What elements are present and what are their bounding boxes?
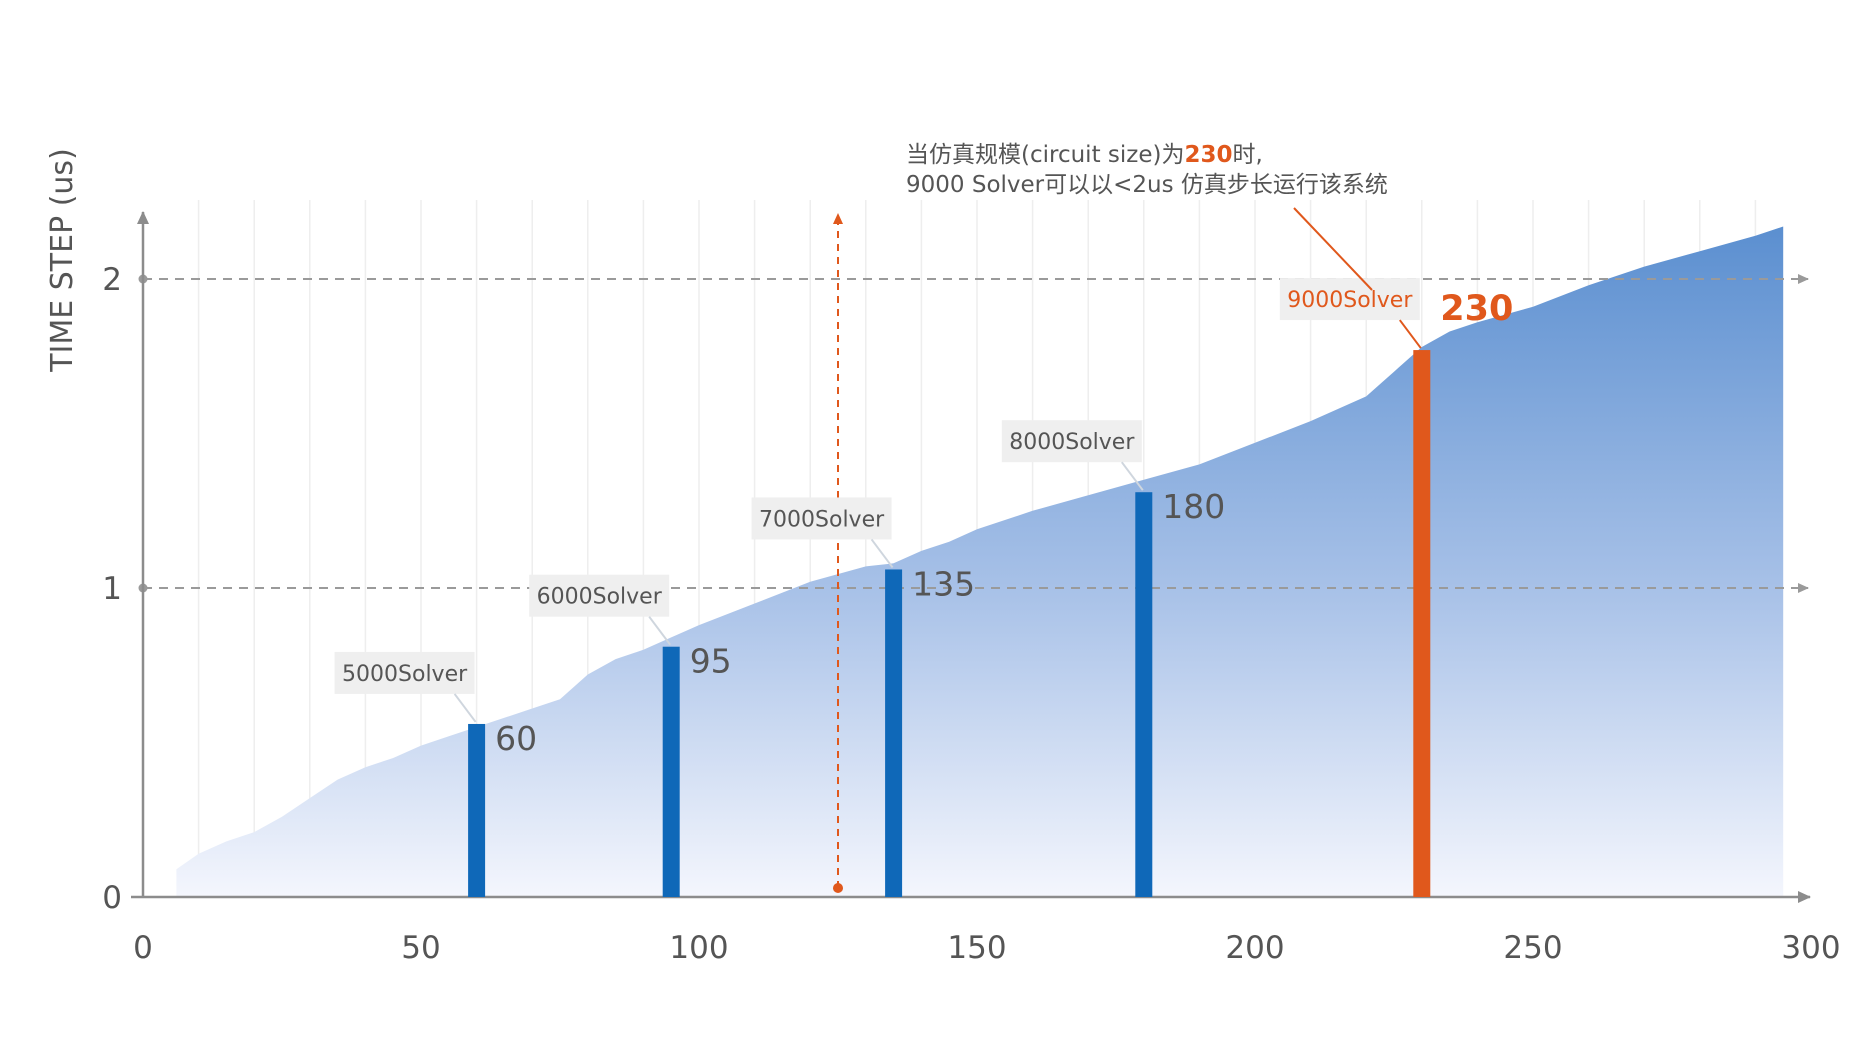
annotation-highlight: 230 [1184, 142, 1233, 168]
annotation-line-2: 9000 Solver可以以<2us 仿真步长运行该系统 [906, 172, 1388, 198]
bar-label: 8000Solver [1009, 430, 1135, 455]
bar-size-label: 95 [690, 642, 732, 681]
bar-size-label: 135 [912, 564, 975, 603]
marker-dot [833, 883, 843, 893]
bar-label-box [751, 497, 892, 540]
bar-3 [885, 569, 903, 897]
y-axis-label: TIME STEP (us) [45, 148, 80, 373]
bar-label-leader [648, 616, 672, 646]
axes: 0 50 100 150 200 250 300 0 1 2 [102, 211, 1841, 966]
bar-2 [662, 646, 680, 897]
x-tick-label: 300 [1781, 930, 1840, 966]
x-tick-label: 50 [401, 930, 440, 966]
x-tick-label: 250 [1503, 930, 1562, 966]
bar-size-label: 230 [1440, 289, 1513, 329]
bar-label-leader [453, 693, 477, 723]
bar-1 [468, 723, 486, 897]
bar-label: 9000Solver [1287, 288, 1413, 313]
annotation-leader [1293, 207, 1373, 291]
bar-label-box [1279, 278, 1420, 321]
bar-4 [1135, 492, 1153, 897]
x-tick-label: 150 [947, 930, 1006, 966]
x-tick-label: 100 [669, 930, 728, 966]
bar-labels: 60 5000Solver 95 6000Solver 135 7000Solver 180… [334, 207, 1513, 758]
bar-label: 6000Solver [537, 585, 663, 610]
bar-5 [1413, 350, 1431, 897]
y-tick-label: 0 [102, 880, 122, 916]
bar-label-box [334, 651, 475, 694]
bar-label: 7000Solver [759, 507, 885, 532]
bar-label-leader [1121, 461, 1144, 491]
bar-label-leader [1399, 319, 1422, 349]
annotation-line-1: 当仿真规模(circuit size)为230时, [906, 142, 1263, 168]
bar-label-box [529, 574, 670, 617]
x-tick-label: 200 [1225, 930, 1284, 966]
bar-size-label: 180 [1162, 487, 1225, 526]
x-tick-label: 0 [133, 930, 153, 966]
annotation-note: 当仿真规模(circuit size)为230时, 9000 Solver可以以… [906, 140, 1388, 200]
bar-label-box [1001, 420, 1142, 463]
bars [468, 350, 1431, 897]
y-tick-label: 1 [102, 571, 122, 607]
bar-size-label: 60 [495, 719, 537, 758]
y-tick-label: 2 [102, 262, 122, 298]
bar-label: 5000Solver [342, 662, 468, 687]
bar-label-leader [870, 538, 894, 569]
area-series [176, 226, 1784, 897]
